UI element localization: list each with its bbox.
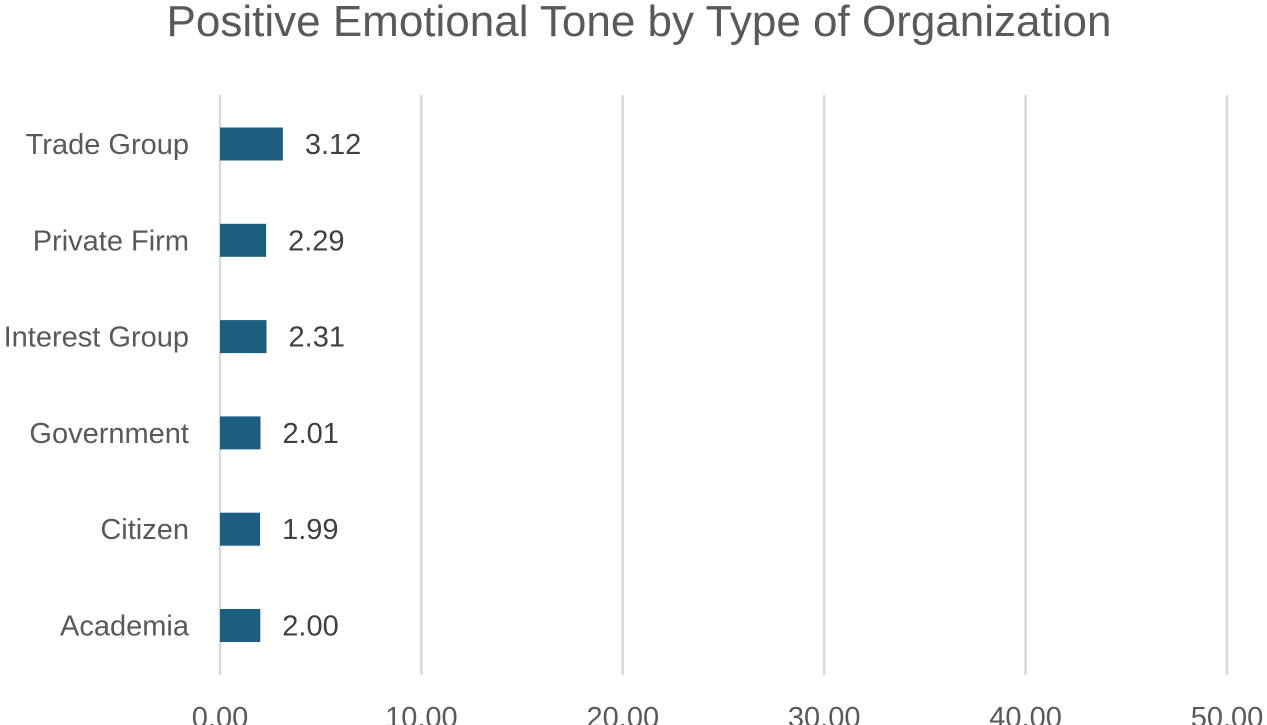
gridlines <box>218 95 1229 675</box>
data-label-4: 1.99 <box>282 514 338 546</box>
x-tick-label-5: 50.00 <box>1191 702 1264 725</box>
x-tick-label-4: 40.00 <box>989 702 1062 725</box>
x-tick-label-3: 30.00 <box>788 702 861 725</box>
category-label-3: Government <box>29 418 189 450</box>
bar-1 <box>220 223 267 257</box>
category-label-0: Trade Group <box>26 129 189 161</box>
data-label-0: 3.12 <box>305 129 361 161</box>
x-tick-label-0: 0.00 <box>192 702 248 725</box>
bar-0 <box>220 127 283 161</box>
category-label-4: Citizen <box>100 514 189 546</box>
category-label-5: Academia <box>60 611 190 643</box>
data-label-2: 2.31 <box>289 322 345 354</box>
data-label-1: 2.29 <box>288 225 344 257</box>
bar-2 <box>220 320 267 354</box>
category-labels: Trade Group Private Firm Interest Group Gov… <box>4 129 190 643</box>
data-label-5: 2.00 <box>282 611 338 643</box>
chart-title: Positive Emotional Tone by Type of Organ… <box>166 0 1112 46</box>
bars <box>220 127 283 642</box>
x-axis-tick-labels: 0.00 10.00 20.00 30.00 40.00 50.00 <box>192 702 1264 725</box>
bar-5 <box>220 609 261 642</box>
bar-4 <box>220 512 261 546</box>
category-label-2: Interest Group <box>4 322 189 354</box>
x-tick-label-1: 10.00 <box>385 702 458 725</box>
data-labels: 3.12 2.29 2.31 2.01 1.99 2.00 <box>282 129 361 643</box>
bar-3 <box>220 416 261 450</box>
x-tick-label-2: 20.00 <box>587 702 660 725</box>
data-label-3: 2.01 <box>282 418 338 450</box>
category-label-1: Private Firm <box>33 225 189 257</box>
